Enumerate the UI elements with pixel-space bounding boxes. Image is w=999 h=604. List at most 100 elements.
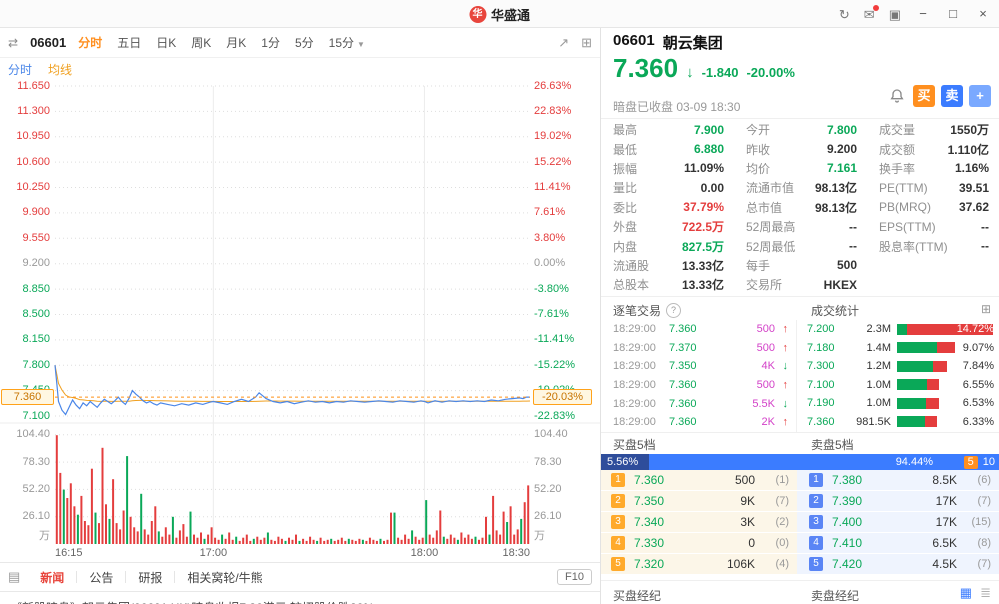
depth-row: 2 7.350 9K (7) 2 7.390 17K (7) — [601, 491, 999, 512]
arrow-up-icon: ↑ — [782, 379, 789, 392]
depth-ask-row[interactable]: 5 7.420 4.5K (7) — [797, 554, 999, 575]
chart-expand-icon[interactable]: ↗ — [558, 34, 570, 50]
stat-cell: 昨收 9.200 — [734, 139, 867, 158]
legend-均线[interactable]: 均线 — [48, 63, 73, 77]
depth-ask-row[interactable]: 1 7.380 8.5K (6) — [797, 470, 999, 491]
dist-price: 7.300 — [807, 360, 835, 373]
stat-value: -- — [849, 239, 857, 254]
ask-level-badge: 1 — [809, 473, 823, 487]
service-icon[interactable]: ↻ — [838, 6, 850, 22]
broker-grid-icon[interactable]: ▦ — [959, 585, 973, 600]
intraday-chart[interactable]: 11.650 11.300 10.950 10.600 10.250 9.900 9.550… — [0, 58, 600, 562]
ask-broker-title: 卖盘经纪 — [811, 589, 860, 603]
tick-price: 7.370 — [669, 341, 697, 354]
bid-depth-title: 买盘5档 — [613, 438, 656, 452]
minimize-button[interactable]: − — [919, 6, 927, 21]
legend-分时[interactable]: 分时 — [8, 63, 33, 77]
tick-volume: 2K — [761, 416, 775, 429]
tick-price: 7.350 — [669, 360, 697, 373]
maximize-button[interactable]: □ — [949, 6, 957, 21]
depth-bid-row[interactable]: 4 7.330 0 (0) — [601, 533, 797, 554]
stat-label: 内盘 — [613, 239, 638, 254]
stat-cell: 52周最低 -- — [734, 236, 867, 255]
news-headline[interactable]: 《新股暗盘》朝云集团(06601.HK)暗盘收报7.36港元 较招股价跌20% — [10, 601, 374, 604]
depth-bid-row[interactable]: 3 7.340 3K (2) — [601, 512, 797, 533]
stat-value: 98.13亿 — [814, 200, 857, 215]
depth-bid-row[interactable]: 5 7.320 106K (4) — [601, 554, 797, 575]
ask-volume: 8.5K — [932, 473, 957, 487]
stat-cell: 52周最高 -- — [734, 217, 867, 236]
bid-price: 7.320 — [634, 557, 665, 571]
stock-code: 06601 — [613, 32, 655, 49]
bid-price: 7.340 — [634, 515, 665, 529]
tab-研报[interactable]: 研报 — [138, 570, 163, 585]
add-watchlist-button[interactable]: + — [969, 85, 991, 107]
help-icon[interactable]: ? — [666, 303, 682, 318]
depth-level-toggle: 5 10 — [963, 455, 995, 469]
stat-cell: 成交量 1550万 — [867, 120, 999, 139]
bottom-tabbar: ▤ 新闻 公告 研报 相关窝轮/牛熊 F10 — [0, 562, 600, 592]
tab-相关窝轮/牛熊[interactable]: 相关窝轮/牛熊 — [187, 570, 263, 585]
period-dropdown-icon[interactable]: ▼ — [357, 40, 365, 49]
dist-row: 7.180 1.4M 9.07% — [797, 339, 999, 358]
broker-list-icon[interactable]: ≣ — [980, 585, 991, 600]
titlebar: 华 华盛通 ↻ ✉ ▣ − □ × — [0, 0, 999, 28]
divider — [601, 296, 999, 297]
period-tab-15分[interactable]: 15分 ▼ — [328, 36, 365, 50]
expand-section-icon[interactable]: ⊞ — [980, 302, 991, 316]
f10-button[interactable]: F10 — [557, 569, 592, 585]
chart-layout-icon[interactable]: ⊞ — [581, 34, 592, 50]
stat-cell — [867, 275, 999, 294]
depth-bid-row[interactable]: 1 7.360 500 (1) — [601, 470, 797, 491]
period-tab-月K[interactable]: 月K — [226, 36, 247, 50]
depth-ask-row[interactable]: 3 7.400 17K (15) — [797, 512, 999, 533]
stat-cell: EPS(TTM) -- — [867, 217, 999, 236]
mail-icon[interactable]: ✉ — [864, 4, 879, 21]
gift-icon[interactable]: ▣ — [888, 6, 901, 22]
period-tab-周K[interactable]: 周K — [191, 36, 212, 50]
period-tab-5分[interactable]: 5分 — [294, 36, 314, 50]
depth-bid-row[interactable]: 2 7.350 9K (7) — [601, 491, 797, 512]
bid-volume: 3K — [740, 515, 755, 529]
tick-volume: 500 — [756, 379, 775, 392]
chart-legend: 分时 均线 — [8, 61, 72, 78]
alert-bell-icon[interactable] — [887, 86, 907, 106]
dist-volume: 1.4M — [866, 341, 891, 354]
stat-cell — [867, 256, 999, 275]
stat-value: 13.33亿 — [681, 278, 724, 293]
stat-value: 1.110亿 — [947, 142, 989, 157]
volume-stats-title: 成交统计 — [811, 304, 860, 318]
period-tab-日K[interactable]: 日K — [156, 36, 177, 50]
period-tab-五日[interactable]: 五日 — [117, 36, 142, 50]
bid-level-badge: 3 — [611, 515, 625, 529]
close-button[interactable]: × — [979, 6, 987, 21]
period-tab-分时[interactable]: 分时 — [78, 36, 103, 50]
tick-row: 18:29:00 7.360 5.5K ↓ — [601, 394, 796, 413]
dist-price: 7.190 — [807, 397, 835, 410]
price-down-arrow-icon: ↓ — [686, 64, 694, 81]
tab-公告[interactable]: 公告 — [89, 570, 114, 585]
price-row: 7.360 ↓ -1.840 -20.00% — [613, 55, 795, 81]
depth-10-toggle[interactable]: 10 — [982, 456, 995, 468]
tick-price: 7.360 — [669, 323, 697, 336]
stat-value: 7.900 — [693, 122, 724, 137]
buy-button[interactable]: 买 — [913, 85, 935, 107]
tick-time: 18:29:00 — [613, 341, 656, 354]
arrow-up-icon: ↑ — [782, 341, 789, 354]
period-tab-1分[interactable]: 1分 — [261, 36, 280, 50]
stock-nav-icon[interactable]: ⇄ — [8, 35, 19, 50]
toolbar-stock-code[interactable]: 06601 — [30, 35, 67, 50]
ask-price: 7.390 — [832, 494, 863, 508]
app-brand: 华 华盛通 — [468, 0, 530, 28]
news-list-icon[interactable]: ▤ — [8, 569, 21, 584]
depth-ask-row[interactable]: 4 7.410 6.5K (8) — [797, 533, 999, 554]
tab-新闻[interactable]: 新闻 — [40, 570, 65, 585]
bid-price: 7.350 — [634, 494, 665, 508]
stat-label: EPS(TTM) — [879, 219, 936, 234]
depth-row: 4 7.330 0 (0) 4 7.410 6.5K (8) — [601, 533, 999, 554]
stat-label: 最高 — [613, 123, 638, 138]
stat-label: 交易所 — [746, 278, 783, 293]
sell-button[interactable]: 卖 — [941, 85, 963, 107]
depth-ask-row[interactable]: 2 7.390 17K (7) — [797, 491, 999, 512]
depth-5-toggle[interactable]: 5 — [963, 455, 978, 469]
